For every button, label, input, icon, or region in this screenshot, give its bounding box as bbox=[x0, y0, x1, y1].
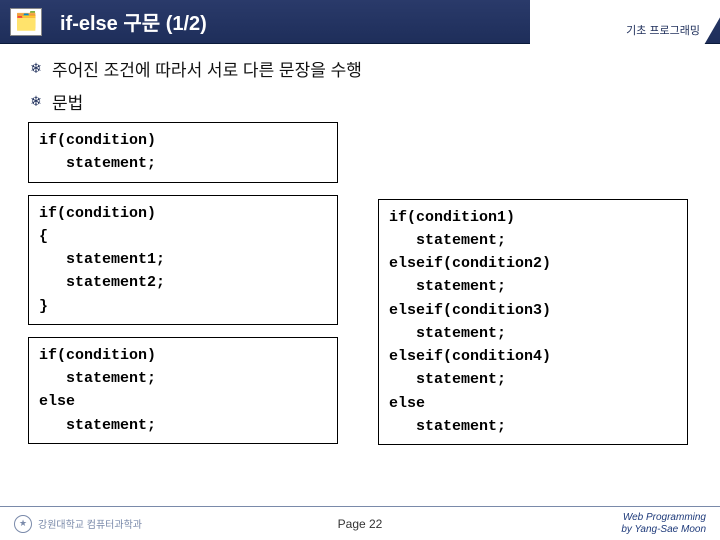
slide-footer: ★ 강원대학교 컴퓨터과학과 Page 22 Web Programming b… bbox=[0, 506, 720, 540]
footer-left: ★ 강원대학교 컴퓨터과학과 bbox=[14, 515, 142, 533]
code-line: } bbox=[39, 295, 327, 318]
code-box-4: if(condition1) statement; elseif(conditi… bbox=[378, 199, 688, 446]
credit-line-2: by Yang-Sae Moon bbox=[621, 524, 706, 536]
code-line: if(condition) bbox=[39, 129, 327, 152]
credit-line-1: Web Programming bbox=[621, 512, 706, 524]
code-line: statement2; bbox=[39, 271, 327, 294]
code-line: else bbox=[389, 392, 677, 415]
code-line: if(condition) bbox=[39, 344, 327, 367]
bullet-icon: ❄ bbox=[28, 94, 44, 110]
code-line: if(condition) bbox=[39, 202, 327, 225]
code-line: else bbox=[39, 390, 327, 413]
code-box-2: if(condition) { statement1; statement2; … bbox=[28, 195, 338, 325]
code-line: statement; bbox=[39, 414, 327, 437]
code-line: statement; bbox=[389, 368, 677, 391]
bullet-icon: ❄ bbox=[28, 61, 44, 77]
university-logo-icon: ★ bbox=[14, 515, 32, 533]
footer-logo-text: 강원대학교 컴퓨터과학과 bbox=[38, 516, 142, 531]
code-line: statement; bbox=[389, 322, 677, 345]
slide-title: if-else 구문 (1/2) bbox=[60, 7, 207, 36]
slide-content: ❄ 주어진 조건에 따라서 서로 다른 문장을 수행 ❄ 문법 if(condi… bbox=[0, 44, 720, 445]
slide-subtitle: 기초 프로그래밍 bbox=[626, 22, 700, 38]
code-col-left: if(condition) { statement1; statement2; … bbox=[28, 195, 338, 446]
code-line: { bbox=[39, 225, 327, 248]
bullet-1: ❄ 주어진 조건에 따라서 서로 다른 문장을 수행 bbox=[28, 56, 692, 81]
code-box-1: if(condition) statement; bbox=[28, 122, 338, 183]
code-line: statement; bbox=[39, 152, 327, 175]
code-row: if(condition) { statement1; statement2; … bbox=[28, 195, 692, 446]
page-number: Page 22 bbox=[338, 517, 383, 531]
slide-header: if-else 구문 (1/2) 기초 프로그래밍 bbox=[0, 0, 720, 44]
code-line: statement; bbox=[39, 367, 327, 390]
header-icon bbox=[10, 8, 42, 36]
code-line: if(condition1) bbox=[389, 206, 677, 229]
code-line: statement; bbox=[389, 229, 677, 252]
code-line: statement1; bbox=[39, 248, 327, 271]
code-box-3: if(condition) statement; else statement; bbox=[28, 337, 338, 444]
bullet-1-text: 주어진 조건에 따라서 서로 다른 문장을 수행 bbox=[52, 56, 362, 81]
bullet-2: ❄ 문법 bbox=[28, 89, 692, 114]
code-col-right: if(condition1) statement; elseif(conditi… bbox=[378, 195, 688, 446]
header-right-corner: 기초 프로그래밍 bbox=[530, 0, 720, 44]
code-line: statement; bbox=[389, 415, 677, 438]
code-line: elseif(condition2) bbox=[389, 252, 677, 275]
code-line: elseif(condition4) bbox=[389, 345, 677, 368]
footer-credit: Web Programming by Yang-Sae Moon bbox=[621, 512, 706, 536]
code-line: statement; bbox=[389, 275, 677, 298]
code-line: elseif(condition3) bbox=[389, 299, 677, 322]
bullet-2-text: 문법 bbox=[52, 89, 83, 114]
